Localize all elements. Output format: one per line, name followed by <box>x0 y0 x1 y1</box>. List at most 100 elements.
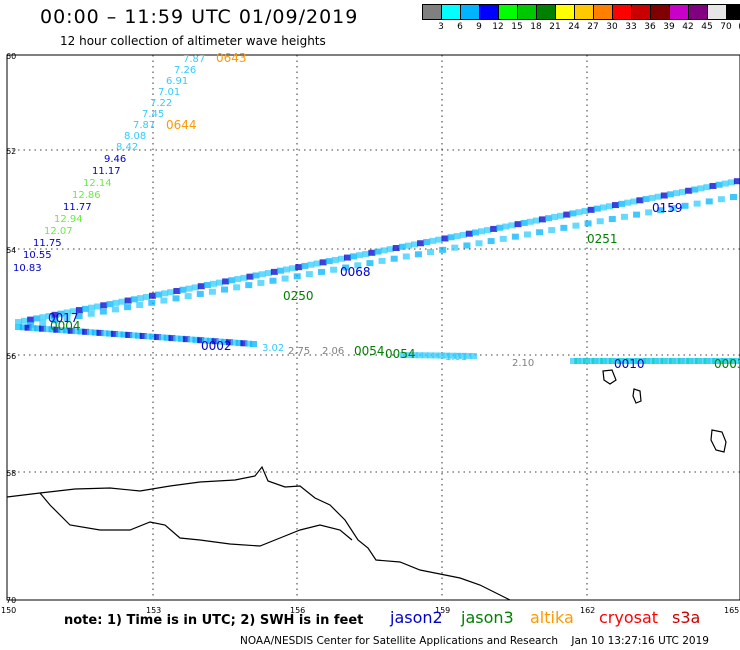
swh-sample-mark <box>63 315 71 322</box>
swh-sample-mark <box>679 188 687 195</box>
color-scale-label: 15 <box>511 22 523 32</box>
swh-sample-mark <box>144 333 152 340</box>
swh-sample-mark <box>487 238 495 245</box>
swh-sample-mark <box>99 308 107 315</box>
color-scale-label: 33 <box>625 22 637 32</box>
color-swatch <box>442 5 461 19</box>
swh-sample-mark <box>697 185 705 192</box>
color-swatch <box>594 5 613 19</box>
swh-sample-mark <box>405 352 413 359</box>
swh-sample-mark <box>281 275 289 282</box>
color-swatch <box>613 5 632 19</box>
swh-sample-mark <box>45 313 53 320</box>
swh-sample-mark <box>319 259 327 266</box>
swh-sample-mark <box>82 328 90 335</box>
swh-sample-mark <box>620 213 628 220</box>
swh-sample-mark <box>173 287 181 294</box>
swh-sample-mark <box>703 184 711 191</box>
swh-sample-mark <box>106 330 114 337</box>
swh-sample-mark <box>69 308 77 315</box>
swh-sample-mark <box>470 353 477 359</box>
swh-sample-mark <box>51 317 59 324</box>
swh-sample-mark <box>666 191 674 198</box>
swh-sample-mark <box>717 196 725 203</box>
swh-sample-mark <box>416 352 424 359</box>
swh-sample-mark <box>471 229 479 236</box>
swh-sample-mark <box>27 316 35 323</box>
swh-sample-mark <box>295 264 303 271</box>
swh-sample-mark <box>429 237 437 244</box>
swh-sample-mark <box>642 196 650 203</box>
swh-sample-mark <box>386 246 394 253</box>
color-swatch <box>499 5 518 19</box>
swh-sample-mark <box>258 271 266 278</box>
swh-sample-mark <box>160 297 168 304</box>
swh-sample-mark <box>112 299 120 306</box>
color-scale-label: 3 <box>438 22 444 32</box>
color-scale-label: 45 <box>701 22 713 32</box>
swh-sample-mark <box>154 334 162 341</box>
swh-sample-mark <box>356 252 364 259</box>
swh-sample-mark <box>538 216 546 223</box>
swh-sample-mark <box>707 358 715 364</box>
swh-sample-mark <box>426 352 434 359</box>
color-swatch <box>461 5 480 19</box>
swh-sample-mark <box>484 227 492 234</box>
swh-sample-mark <box>660 192 668 199</box>
color-swatch <box>670 5 689 19</box>
swh-sample-mark <box>523 231 531 238</box>
swh-sample-mark <box>673 358 681 364</box>
pass-time-label: 0068 <box>340 265 371 279</box>
swh-sample-mark <box>545 215 553 222</box>
swh-sample-mark <box>496 224 504 231</box>
swh-value: 12.94 <box>54 214 83 225</box>
swh-value: 11.17 <box>92 166 121 177</box>
color-scale-label: 6 <box>457 22 463 32</box>
pass-time-label: 0054 <box>385 347 416 361</box>
swh-sample-mark <box>694 358 702 364</box>
swh-value: 7.87 <box>133 120 155 131</box>
swh-sample-mark <box>53 326 61 333</box>
swh-sample-mark <box>453 233 461 240</box>
swh-sample-mark <box>317 268 325 275</box>
swh-value: 10.55 <box>23 250 52 261</box>
swh-sample-mark <box>96 329 104 336</box>
swh-sample-mark <box>570 358 577 364</box>
swh-sample-mark <box>350 253 358 260</box>
swh-sample-mark <box>725 358 733 364</box>
swh-sample-mark <box>691 186 699 193</box>
swh-sample-mark <box>86 329 94 336</box>
swh-sample-mark <box>155 291 163 298</box>
swh-sample-mark <box>626 358 633 364</box>
lon-label: 153 <box>146 606 161 615</box>
swh-sample-mark <box>677 358 685 364</box>
lon-label: 162 <box>580 606 595 615</box>
swh-sample-mark <box>368 249 376 256</box>
swh-sample-mark <box>654 193 662 200</box>
swh-sample-mark <box>58 327 66 334</box>
coastline-bay <box>39 492 353 547</box>
color-swatch <box>689 5 708 19</box>
swh-sample-mark <box>572 222 580 229</box>
swh-sample-mark <box>437 352 445 359</box>
swh-sample-mark <box>459 352 467 359</box>
pass-time-label: 0251 <box>587 232 618 246</box>
swh-sample-mark <box>216 279 224 286</box>
swh-sample-mark <box>134 332 142 339</box>
chart-title: 00:00 – 11:59 UTC 01/09/2019 <box>40 6 359 28</box>
swh-sample-mark <box>39 319 47 326</box>
swh-sample-mark <box>563 211 571 218</box>
swh-sample-mark <box>325 258 333 265</box>
swh-sample-mark <box>427 249 435 256</box>
swh-sample-mark <box>459 231 467 238</box>
swh-sample-mark <box>106 301 114 308</box>
swh-sample-mark <box>557 212 565 219</box>
swh-sample-mark <box>551 213 559 220</box>
swh-sample-mark <box>502 223 510 230</box>
swh-sample-mark <box>634 358 642 364</box>
swh-sample-mark <box>233 284 241 291</box>
swh-sample-mark <box>246 273 254 280</box>
swh-sample-mark <box>257 279 265 286</box>
swh-sample-mark <box>142 293 150 300</box>
swh-sample-mark <box>245 340 253 347</box>
